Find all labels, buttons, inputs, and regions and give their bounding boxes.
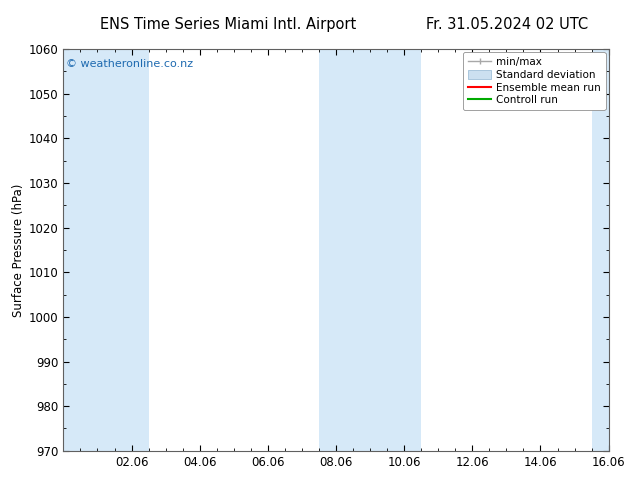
- Text: © weatheronline.co.nz: © weatheronline.co.nz: [66, 59, 193, 69]
- Text: Fr. 31.05.2024 02 UTC: Fr. 31.05.2024 02 UTC: [426, 17, 588, 32]
- Bar: [63, 49, 148, 451]
- Legend: min/max, Standard deviation, Ensemble mean run, Controll run: min/max, Standard deviation, Ensemble me…: [463, 52, 605, 110]
- Bar: [319, 49, 421, 451]
- Bar: [592, 49, 609, 451]
- Text: ENS Time Series Miami Intl. Airport: ENS Time Series Miami Intl. Airport: [100, 17, 356, 32]
- Y-axis label: Surface Pressure (hPa): Surface Pressure (hPa): [11, 183, 25, 317]
